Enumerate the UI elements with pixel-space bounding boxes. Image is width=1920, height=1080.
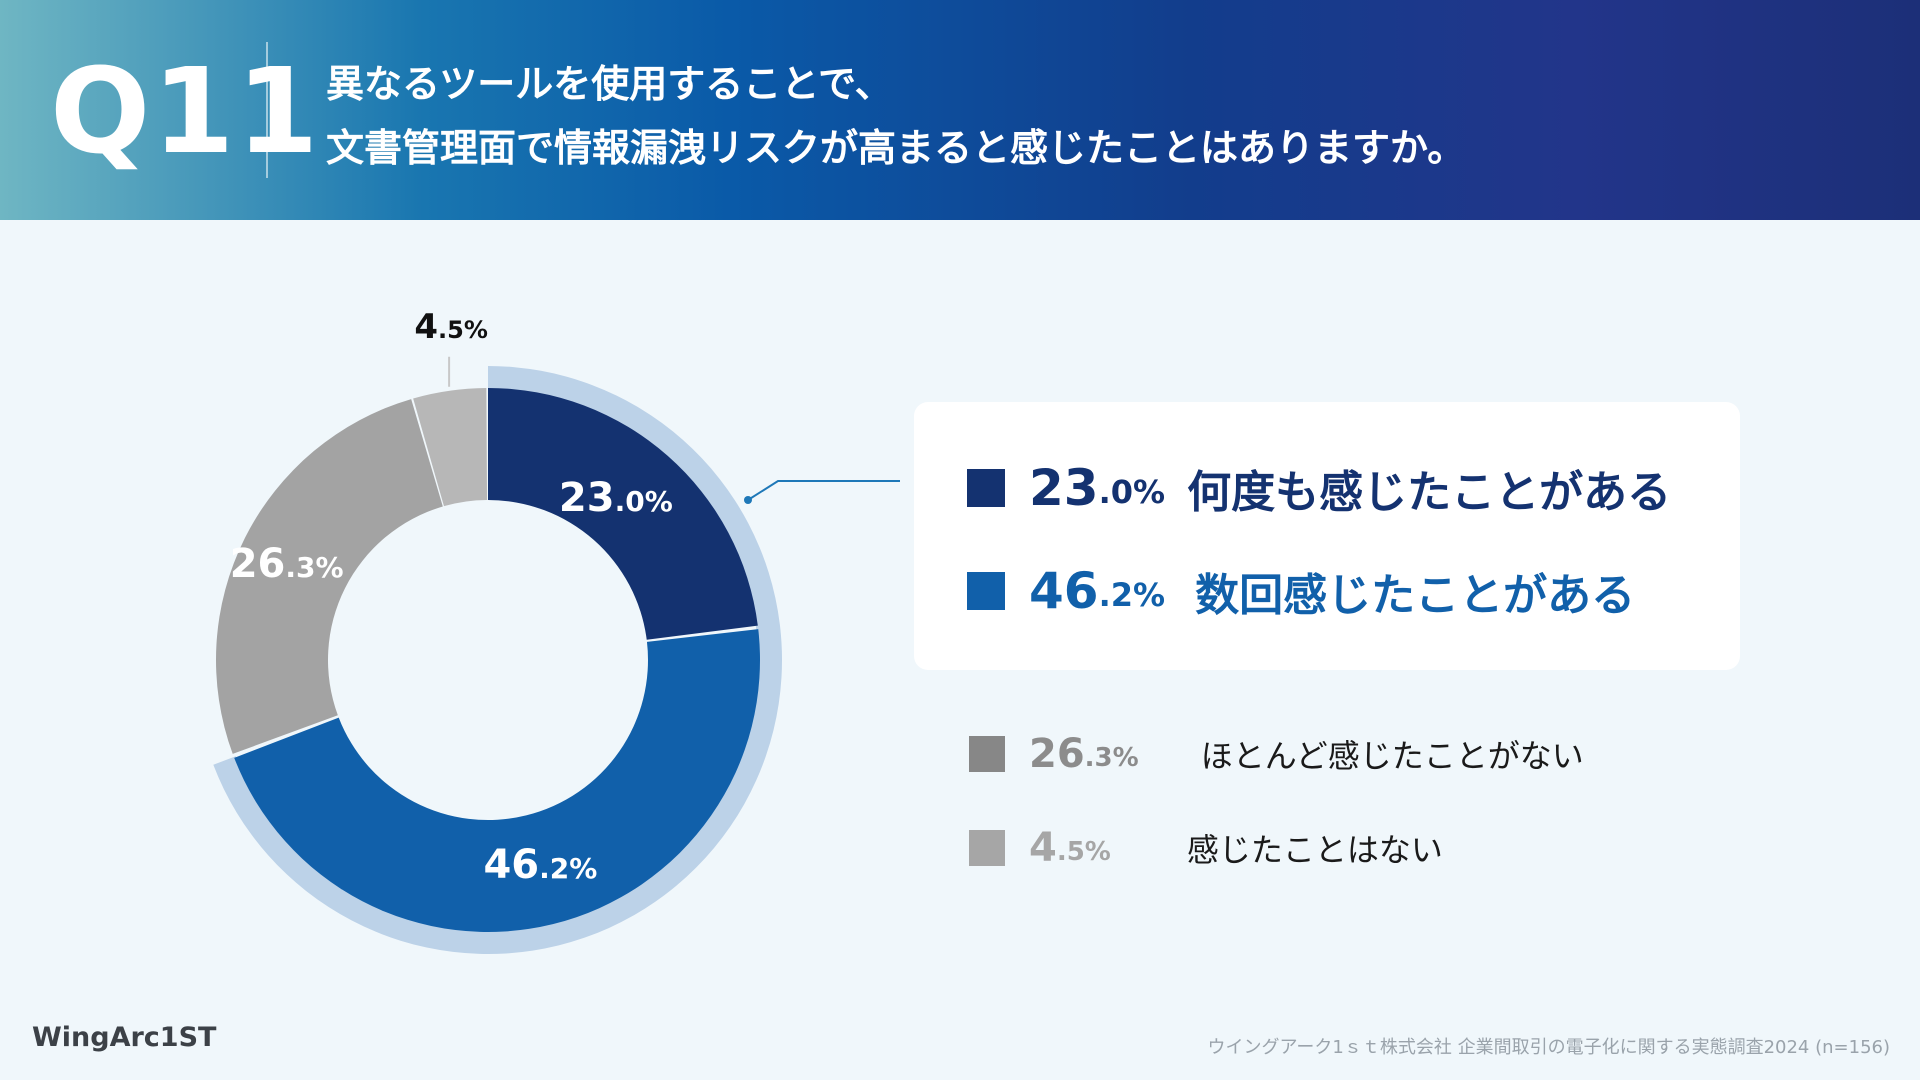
segment-label-3: 26.3%	[230, 541, 344, 587]
legend-value: 23	[1029, 459, 1099, 517]
donut-segment-1	[488, 388, 758, 640]
header-banner: Q11 異なるツールを使用することで、 文書管理面で情報漏洩リスクが高まると感じ…	[0, 0, 1920, 220]
company-logo: WingArc1ST	[32, 1022, 217, 1053]
donut-segment-4	[413, 388, 488, 507]
segment-label-2: 46.2%	[483, 842, 597, 888]
legend-item-2: 46.2% 数回感じたことがある	[967, 561, 1635, 621]
question-line-1: 異なるツールを使用することで、	[326, 62, 893, 106]
connector-line	[747, 480, 900, 501]
legend-percent: .3%	[1084, 743, 1139, 773]
legend-percent: .2%	[1098, 576, 1166, 614]
highlight-legend-box	[914, 402, 1740, 670]
legend-value: 46	[1029, 562, 1099, 620]
legend-item-1: 23.0% 何度も感じたことがある	[967, 458, 1671, 518]
legend-value: 26	[1029, 731, 1085, 777]
legend-swatch	[967, 469, 1005, 507]
legend-item-4: 4.5% 感じたことはない	[969, 818, 1443, 878]
segment-label-percent: .0%	[614, 484, 673, 518]
segment-label-number: 23	[558, 474, 615, 521]
legend-percent: .0%	[1098, 473, 1166, 511]
connector-dot-1	[744, 496, 752, 504]
legend-swatch	[969, 736, 1005, 772]
segment-label-number: 26	[229, 540, 286, 587]
legend-value: 4	[1029, 825, 1057, 871]
legend-label: 数回感じたことがある	[1195, 570, 1636, 621]
legend-label: 何度も感じたことがある	[1187, 467, 1672, 518]
legend-label: ほとんど感じたことがない	[1200, 737, 1584, 775]
question-number: Q11	[50, 42, 321, 180]
segment-label-1: 23.0%	[559, 475, 673, 521]
source-note: ウイングアーク1ｓｔ株式会社 企業間取引の電子化に関する実態調査2024 (n=…	[1207, 1037, 1890, 1058]
question-line-2: 文書管理面で情報漏洩リスクが高まると感じたことはありますか。	[326, 126, 1466, 170]
question-text: 異なるツールを使用することで、 文書管理面で情報漏洩リスクが高まると感じたことは…	[326, 52, 1465, 180]
segment-label-percent: .5%	[438, 315, 488, 344]
legend-label: 感じたことはない	[1186, 831, 1443, 869]
segment-label-number: 46	[483, 841, 540, 888]
legend-swatch	[969, 830, 1005, 866]
legend-item-3: 26.3% ほとんど感じたことがない	[969, 724, 1584, 784]
donut-segment-2	[234, 629, 761, 933]
header-divider	[266, 42, 268, 178]
segment-label-number: 4	[414, 306, 439, 347]
segment-label-4: 4.5%	[414, 307, 488, 347]
segment-label-percent: .2%	[539, 851, 598, 885]
legend-swatch	[967, 572, 1005, 610]
legend-percent: .5%	[1056, 837, 1111, 867]
donut-segment-3	[216, 399, 443, 754]
segment-label-percent: .3%	[285, 550, 344, 584]
donut-chart	[213, 356, 900, 954]
